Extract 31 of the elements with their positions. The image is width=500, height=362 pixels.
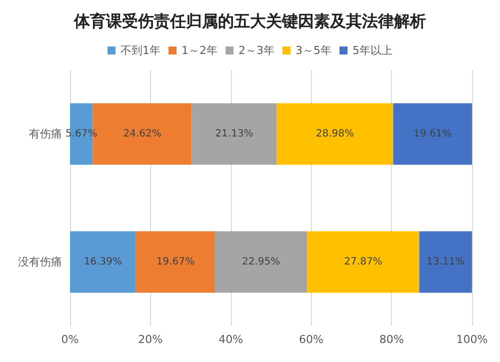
legend-label: 3～5年 (296, 44, 332, 57)
x-tick-label: 80% (379, 333, 404, 346)
chart-title: 体育课受伤责任归属的五大关键因素及其法律解析 (73, 12, 426, 30)
x-tick-label: 20% (138, 333, 163, 346)
x-tick-label: 0% (61, 333, 79, 346)
data-label: 16.39% (84, 256, 122, 268)
data-label: 24.62% (123, 128, 162, 140)
bar (192, 103, 277, 165)
x-tick-label: 100% (456, 333, 488, 346)
data-label: 19.61% (414, 128, 452, 140)
legend-label: 1～2年 (182, 44, 218, 57)
x-tick-label: 40% (218, 333, 244, 346)
legend-label: 5年以上 (352, 44, 392, 57)
bar (136, 231, 215, 293)
y-tick-label: 有伤痛 (29, 128, 62, 140)
bar (307, 231, 420, 293)
legend-label: 2～3年 (238, 44, 274, 57)
data-label: 19.67% (156, 256, 194, 268)
bar (70, 231, 136, 293)
bar (214, 231, 308, 293)
x-tick-label: 60% (298, 333, 324, 346)
bar (393, 103, 472, 165)
data-label: 27.87% (344, 256, 382, 268)
legend-label: 不到1年 (120, 44, 161, 57)
data-label: 28.98% (316, 128, 354, 140)
data-label: 22.95% (242, 256, 280, 268)
y-tick-label: 没有伤痛 (18, 256, 62, 268)
data-label: 21.13% (215, 128, 254, 140)
data-label: 13.11% (426, 256, 465, 268)
bar (419, 231, 472, 293)
bar (276, 103, 394, 165)
